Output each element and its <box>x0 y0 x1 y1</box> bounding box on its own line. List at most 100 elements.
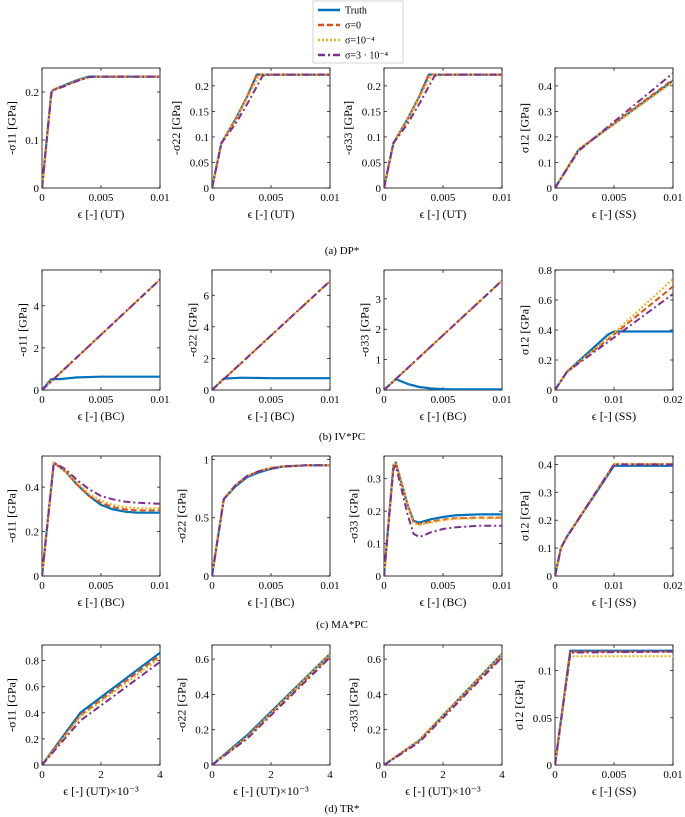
series-line--3-10 <box>212 656 330 765</box>
y-tick-label: 0.4 <box>25 482 39 494</box>
panel-4-3: 0 2 4 0 0.2 0.4 0.6 ϵ [-] (UT)×10⁻³ -σ33 [GPa] <box>347 644 505 798</box>
y-tick-label: 0 <box>547 760 553 772</box>
x-tick-label: 0 <box>39 394 45 406</box>
y-tick-label: 0.4 <box>538 459 552 471</box>
x-tick-label: 0.01 <box>150 394 169 406</box>
y-tick-label: 0.15 <box>190 106 210 118</box>
y-tick-label: 0.2 <box>538 515 552 527</box>
y-axis-label: -σ22 [GPa] <box>186 303 200 357</box>
x-tick-label: 0.005 <box>89 580 114 592</box>
y-tick-label: 0.3 <box>538 106 552 118</box>
y-tick-label: 0.4 <box>195 689 209 701</box>
x-tick-label: 0.01 <box>150 192 169 204</box>
axes-box <box>41 67 161 189</box>
x-axis-label: ϵ [-] (UT) <box>420 207 467 221</box>
x-axis-label: ϵ [-] (BC) <box>420 595 467 609</box>
x-tick-label: 0 <box>209 769 215 781</box>
y-axis-label: σ12 [GPa] <box>512 680 526 730</box>
y-tick-label: 0 <box>204 571 210 583</box>
y-tick-label: 0 <box>547 571 553 583</box>
y-tick-label: 0.1 <box>195 132 209 144</box>
plot-area <box>212 653 330 765</box>
y-axis-label: σ12 [GPa] <box>518 305 532 355</box>
x-tick-label: 2 <box>440 769 446 781</box>
series-line-truth <box>384 653 502 765</box>
series-line--0 <box>212 464 330 576</box>
legend: Truth σ=0 σ=10⁻⁴ σ=3 · 10⁻⁴ <box>312 0 404 64</box>
axes-box <box>554 455 674 577</box>
y-tick-label: 0 <box>376 183 382 195</box>
caption-b: (b) IV*PC <box>319 431 365 443</box>
x-tick-label: 0.005 <box>431 580 456 592</box>
x-tick-label: 0.01 <box>604 580 623 592</box>
x-tick-label: 0.01 <box>604 394 623 406</box>
x-tick-label: 0 <box>552 394 558 406</box>
series-line--3-10 <box>384 279 502 390</box>
x-axis-label: ϵ [-] (UT)×10⁻³ <box>63 784 139 798</box>
x-tick-label: 0.02 <box>663 394 682 406</box>
y-tick-label: 0 <box>34 760 40 772</box>
x-tick-label: 0 <box>381 394 387 406</box>
y-tick-label: 0.4 <box>538 81 552 93</box>
x-tick-label: 0 <box>552 769 558 781</box>
x-tick-label: 0.01 <box>320 192 339 204</box>
series-line--3-10 <box>212 280 330 390</box>
y-tick-label: 0.05 <box>362 157 382 169</box>
series-line--3-10 <box>384 464 502 576</box>
x-tick-label: 0.005 <box>431 394 456 406</box>
y-tick-label: 0.2 <box>367 506 381 518</box>
series-line--0 <box>555 78 673 188</box>
panel-1-2: 0 0.005 0.01 0 0.05 0.1 0.15 0.2 ϵ [-] (UT) -σ22 … <box>169 67 340 221</box>
plot-area <box>42 75 160 188</box>
x-tick-label: 0.005 <box>431 192 456 204</box>
axes-box <box>41 455 161 577</box>
y-axis-label: σ12 [GPa] <box>518 491 532 541</box>
x-tick-label: 0.005 <box>259 580 284 592</box>
series-line--3-10 <box>212 464 330 576</box>
axes-box <box>554 269 674 391</box>
x-tick-label: 0.005 <box>259 394 284 406</box>
series-line-truth <box>212 653 330 765</box>
x-tick-label: 4 <box>499 769 505 781</box>
series-line--10 <box>555 278 673 390</box>
y-tick-label: 0.4 <box>367 689 381 701</box>
x-axis-label: ϵ [-] (UT)×10⁻³ <box>233 784 309 798</box>
y-tick-label: 0 <box>204 385 210 397</box>
series-line--3-10 <box>384 656 502 765</box>
axes-box <box>383 644 503 766</box>
y-axis-label: -σ22 [GPa] <box>175 678 189 732</box>
y-tick-label: 0 <box>34 183 40 195</box>
y-tick-label: 0.2 <box>538 355 552 367</box>
caption-c: (c) MA*PC <box>316 619 368 631</box>
series-line-truth <box>42 375 160 390</box>
series-line--3-10 <box>212 73 330 188</box>
y-tick-label: 0.1 <box>25 135 39 147</box>
x-axis-label: ϵ [-] (UT) <box>248 207 295 221</box>
x-axis-label: ϵ [-] (BC) <box>248 595 295 609</box>
series-line-truth <box>212 464 330 576</box>
x-tick-label: 0.01 <box>492 394 511 406</box>
series-line--3-10 <box>42 661 160 765</box>
y-tick-label: 2 <box>376 324 382 336</box>
y-axis-label: -σ11 [GPa] <box>5 678 19 732</box>
series-line-truth <box>555 464 673 576</box>
x-axis-label: ϵ [-] (SS) <box>592 595 636 609</box>
x-tick-label: 0 <box>552 192 558 204</box>
series-line-truth <box>42 75 160 188</box>
y-tick-label: 0.1 <box>367 132 381 144</box>
series-line--10 <box>555 81 673 188</box>
y-tick-label: 0.3 <box>538 487 552 499</box>
panel-3-1: 0 0.005 0.01 0 0.2 0.4 ϵ [-] (BC) -σ11 [GPa] <box>5 455 170 609</box>
panels: 0 0.005 0.01 0 0.1 0.2 ϵ [-] (UT) -σ11 [GPa] 0 0.… <box>5 67 683 798</box>
panel-3-3: 0 0.005 0.01 0 0.1 0.2 0.3 ϵ [-] (BC) -σ33 [GPa] <box>347 455 512 609</box>
y-tick-label: 0 <box>204 183 210 195</box>
x-tick-label: 0 <box>39 769 45 781</box>
series-line--3-10 <box>384 73 502 188</box>
x-axis-label: ϵ [-] (SS) <box>592 784 636 798</box>
y-axis-label: -σ22 [GPa] <box>175 489 189 543</box>
y-axis-label: -σ33 [GPa] <box>347 489 361 543</box>
x-tick-label: 0 <box>209 394 215 406</box>
x-tick-label: 0.005 <box>259 192 284 204</box>
x-tick-label: 0.01 <box>320 580 339 592</box>
